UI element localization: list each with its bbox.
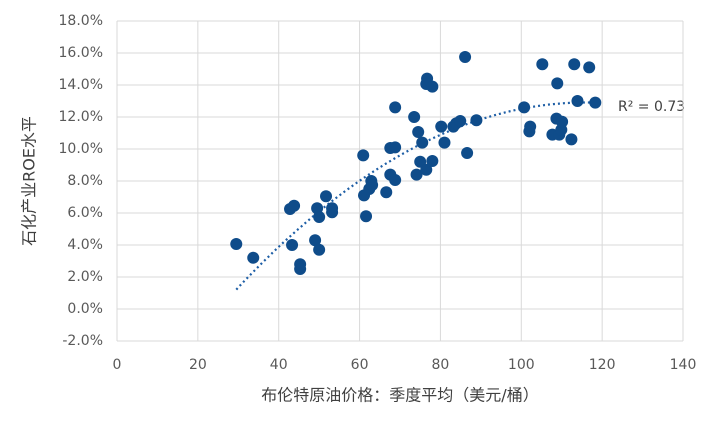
point [247, 251, 260, 264]
point [470, 114, 483, 127]
point [366, 179, 379, 191]
point [518, 101, 531, 114]
x-tick-label: 140 [670, 357, 697, 373]
point [320, 190, 333, 203]
point [420, 163, 433, 176]
point [459, 51, 472, 63]
y-tick-label: 12.0% [59, 109, 103, 125]
point [410, 168, 423, 181]
x-tick-label: 0 [113, 357, 122, 373]
point [583, 61, 596, 74]
point [313, 211, 326, 223]
point [435, 120, 448, 133]
point [438, 136, 451, 149]
y-tick-label: 0.0% [67, 301, 103, 317]
x-tick-label: 40 [270, 357, 288, 373]
point [454, 115, 467, 127]
x-axis-title: 布伦特原油价格：季度平均（美元/桶） [261, 386, 538, 405]
point [309, 234, 322, 247]
trendline [235, 101, 596, 291]
x-tick-label: 100 [508, 357, 535, 373]
point [230, 238, 243, 251]
y-tick-label: 2.0% [67, 269, 103, 285]
y-tick-label: 4.0% [67, 237, 103, 253]
point [357, 149, 370, 162]
y-tick-label: 10.0% [59, 141, 103, 157]
x-tick-label: 120 [589, 357, 616, 373]
point [389, 101, 402, 114]
point [389, 174, 402, 187]
point [380, 186, 393, 199]
point [524, 120, 537, 133]
point [565, 133, 578, 146]
point [426, 80, 439, 93]
point [288, 199, 301, 212]
point [556, 115, 569, 128]
y-tick-label: 6.0% [67, 205, 103, 221]
y-tick-label: 16.0% [59, 45, 103, 61]
point [360, 210, 373, 223]
point [389, 141, 402, 154]
point [412, 126, 425, 139]
point [568, 58, 581, 71]
point [589, 96, 602, 109]
annotation: R² = 0.73 [618, 99, 685, 115]
point [294, 263, 307, 275]
point [286, 239, 299, 251]
y-tick-label: 8.0% [67, 173, 103, 189]
x-tick-label: 20 [189, 357, 207, 373]
y-axis-title: 石化产业ROE水平 [20, 116, 39, 246]
point [551, 77, 564, 90]
point [416, 136, 429, 149]
point [426, 155, 439, 167]
y-tick-label: -2.0% [62, 333, 103, 349]
point [313, 243, 326, 256]
y-tick-label: 14.0% [59, 77, 103, 93]
y-tick-label: 18.0% [59, 13, 103, 29]
x-tick-label: 80 [432, 357, 450, 373]
point [536, 58, 549, 71]
x-tick-label: 60 [351, 357, 369, 373]
point [571, 95, 584, 107]
point [408, 111, 421, 123]
point [326, 202, 339, 215]
point [461, 147, 474, 159]
